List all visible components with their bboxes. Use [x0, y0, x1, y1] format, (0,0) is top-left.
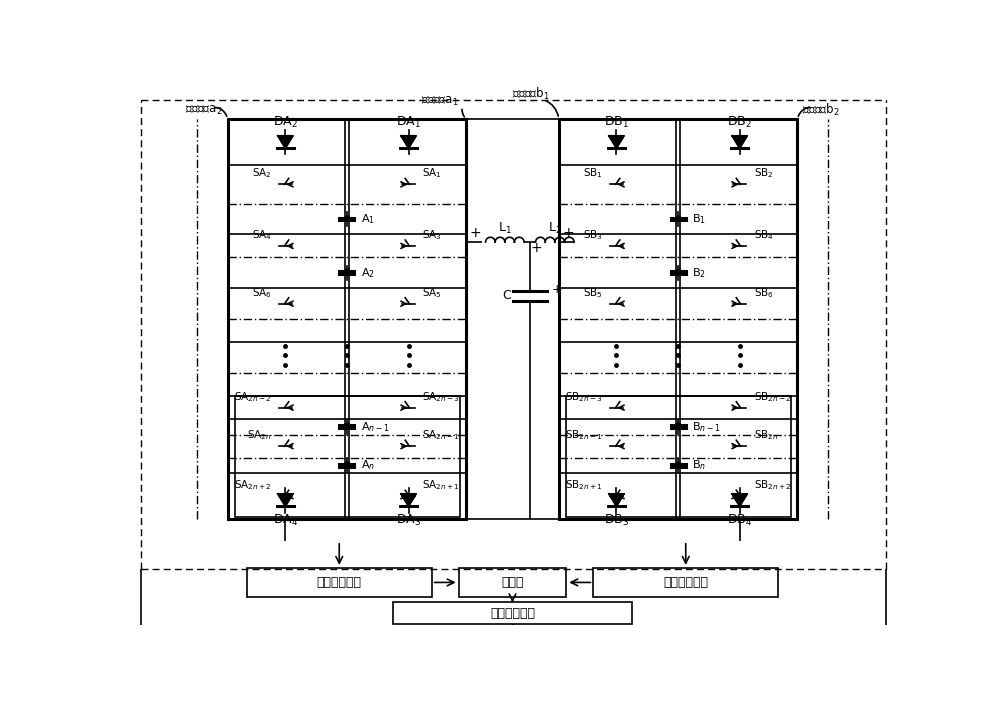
Polygon shape	[401, 494, 416, 506]
Text: SA$_{2n+2}$: SA$_{2n+2}$	[234, 479, 271, 492]
Text: SA$_3$: SA$_3$	[422, 228, 442, 242]
Bar	[235, 396, 460, 517]
Text: A$_1$: A$_1$	[361, 212, 375, 226]
Text: +: +	[562, 226, 574, 240]
Text: A$_n$: A$_n$	[361, 458, 375, 472]
Text: 电压采样电路: 电压采样电路	[663, 576, 708, 589]
Text: C: C	[503, 289, 511, 303]
Text: SB$_{2n-1}$: SB$_{2n-1}$	[565, 428, 603, 442]
Text: DB$_1$: DB$_1$	[604, 114, 629, 130]
Text: SB$_3$: SB$_3$	[583, 228, 603, 242]
Text: 均衡母线a$_2$: 均衡母线a$_2$	[185, 104, 223, 117]
Text: SB$_5$: SB$_5$	[583, 286, 603, 300]
Text: SA$_{2n-2}$: SA$_{2n-2}$	[234, 390, 271, 404]
Bar	[459, 568, 566, 597]
Text: SB$_4$: SB$_4$	[754, 228, 774, 242]
Text: B$_2$: B$_2$	[692, 266, 706, 280]
Text: +: +	[552, 284, 562, 296]
Text: SB$_{2n}$: SB$_{2n}$	[754, 428, 778, 442]
Bar	[566, 396, 791, 517]
Text: DA$_4$: DA$_4$	[273, 512, 298, 528]
Text: SB$_{2n-2}$: SB$_{2n-2}$	[754, 390, 791, 404]
Text: SB$_6$: SB$_6$	[754, 286, 773, 300]
Polygon shape	[401, 135, 416, 148]
Text: SB$_2$: SB$_2$	[754, 166, 773, 180]
Text: +: +	[470, 226, 481, 240]
Text: SB$_{2n+2}$: SB$_{2n+2}$	[754, 479, 791, 492]
Text: DB$_4$: DB$_4$	[727, 512, 752, 528]
Text: A$_{n-1}$: A$_{n-1}$	[361, 420, 389, 434]
Text: DA$_1$: DA$_1$	[396, 114, 421, 130]
Text: L$_2$: L$_2$	[548, 220, 562, 236]
Text: DB$_3$: DB$_3$	[604, 512, 629, 528]
Text: DB$_2$: DB$_2$	[727, 114, 752, 130]
Text: SA$_{2n}$: SA$_{2n}$	[247, 428, 271, 442]
Text: SB$_{2n+1}$: SB$_{2n+1}$	[565, 479, 603, 492]
Text: L$_1$: L$_1$	[498, 220, 512, 236]
Bar	[393, 602, 632, 624]
Text: 均衡母线b$_1$: 均衡母线b$_1$	[512, 86, 550, 102]
Text: SA$_5$: SA$_5$	[422, 286, 442, 300]
Text: B$_{n-1}$: B$_{n-1}$	[692, 420, 720, 434]
Bar	[559, 119, 797, 519]
Text: DA$_3$: DA$_3$	[396, 512, 421, 528]
Text: SB$_1$: SB$_1$	[583, 166, 603, 180]
Text: SA$_4$: SA$_4$	[252, 228, 271, 242]
Text: SA$_{2n-3}$: SA$_{2n-3}$	[422, 390, 460, 404]
Text: SA$_{2n-1}$: SA$_{2n-1}$	[422, 428, 460, 442]
Polygon shape	[609, 494, 624, 506]
Polygon shape	[278, 135, 293, 148]
Text: A$_2$: A$_2$	[361, 266, 375, 280]
Polygon shape	[278, 494, 293, 506]
Text: 电压采样电路: 电压采样电路	[317, 576, 362, 589]
Text: B$_n$: B$_n$	[692, 458, 706, 472]
Text: B$_1$: B$_1$	[692, 212, 706, 226]
Polygon shape	[732, 494, 747, 506]
Text: 开关驱动电路: 开关驱动电路	[490, 607, 535, 620]
Polygon shape	[609, 135, 624, 148]
Text: SA$_6$: SA$_6$	[252, 286, 271, 300]
Bar	[228, 119, 466, 519]
Text: +: +	[531, 241, 542, 256]
Text: SB$_{2n-3}$: SB$_{2n-3}$	[565, 390, 603, 404]
Polygon shape	[732, 135, 747, 148]
Text: 控制器: 控制器	[501, 576, 524, 589]
Text: 均衡母线a$_1$: 均衡母线a$_1$	[421, 95, 459, 107]
Text: DA$_2$: DA$_2$	[273, 114, 298, 130]
Bar	[593, 568, 778, 597]
Text: SA$_2$: SA$_2$	[252, 166, 271, 180]
Text: 均衡母线b$_2$: 均衡母线b$_2$	[802, 102, 840, 119]
Text: SA$_1$: SA$_1$	[422, 166, 442, 180]
Bar	[247, 568, 432, 597]
Text: SA$_{2n+1}$: SA$_{2n+1}$	[422, 479, 460, 492]
